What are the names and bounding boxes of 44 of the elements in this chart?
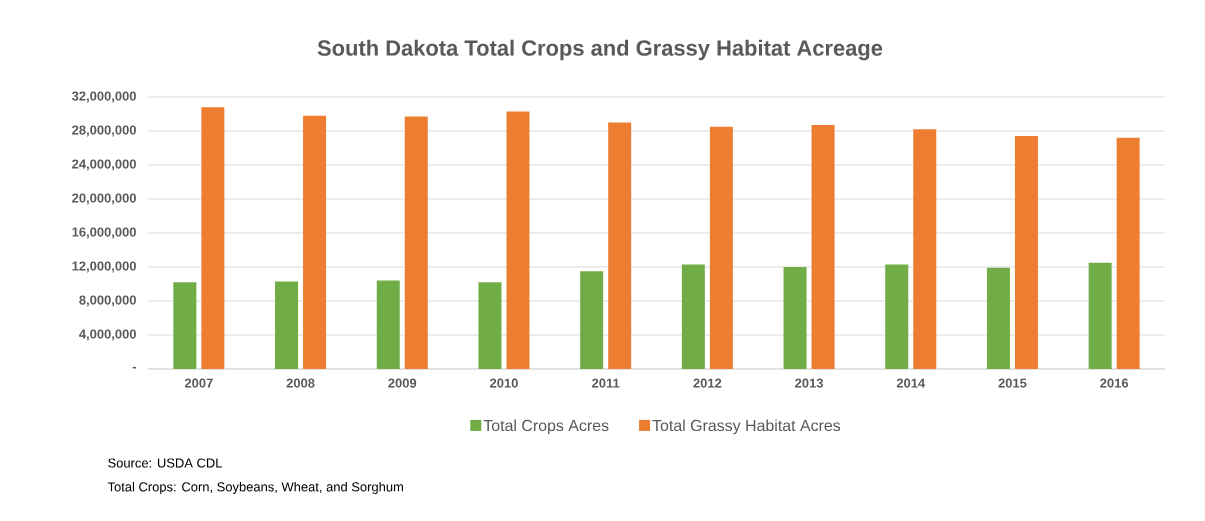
bar: [506, 111, 530, 369]
bar: [580, 271, 604, 369]
bar: [783, 266, 807, 369]
y-tick-label: 28,000,000: [72, 125, 136, 137]
bar: [681, 264, 705, 369]
x-tick-label: 2011: [592, 378, 620, 388]
x-tick-label: 2008: [286, 378, 315, 388]
x-tick-label: 2010: [490, 378, 518, 388]
chart-title: South Dakota Total Crops and Grassy Habitat Acreage: [317, 39, 883, 61]
x-tick-label: 2013: [795, 378, 823, 388]
bar: [709, 126, 733, 369]
y-tick-label: 24,000,000: [72, 159, 136, 171]
bar: [303, 115, 327, 369]
bar: [811, 125, 835, 369]
bar: [1014, 136, 1038, 369]
y-tick-label: 12,000,000: [72, 261, 136, 273]
x-tick-label: 2014: [896, 378, 926, 388]
bar: [885, 264, 909, 369]
bar: [275, 281, 299, 369]
x-tick-label: 2012: [693, 378, 722, 388]
x-tick-label: 2009: [388, 378, 417, 388]
legend-label: Total Crops Acres: [483, 419, 609, 435]
bar: [376, 280, 400, 369]
bar: [913, 129, 937, 369]
bar: [608, 122, 632, 369]
bar: [1088, 262, 1112, 369]
x-tick-label: 2016: [1100, 378, 1129, 388]
legend-label: Total Grassy Habitat Acres: [652, 419, 841, 435]
bar: [404, 116, 428, 369]
y-tick-label: 32,000,000: [71, 91, 136, 103]
bar: [201, 107, 225, 369]
y-tick-label: 16,000,000: [72, 227, 136, 239]
x-tick-label: 2007: [184, 378, 213, 388]
y-tick-label: 20,000,000: [72, 193, 136, 205]
x-tick-label: 2015: [998, 378, 1027, 388]
bar: [1116, 137, 1140, 369]
y-tick-label: -: [132, 366, 136, 369]
source-note: Source: USDA CDL: [108, 458, 223, 468]
bar: [986, 267, 1010, 369]
bar: [173, 282, 197, 369]
text: Total Crops: Corn, Soybeans, Wheat, and Sorghum: [107, 481, 403, 495]
bar: [478, 282, 502, 369]
y-tick-label: 8,000,000: [79, 295, 136, 307]
y-tick-label: 4,000,000: [79, 329, 136, 341]
